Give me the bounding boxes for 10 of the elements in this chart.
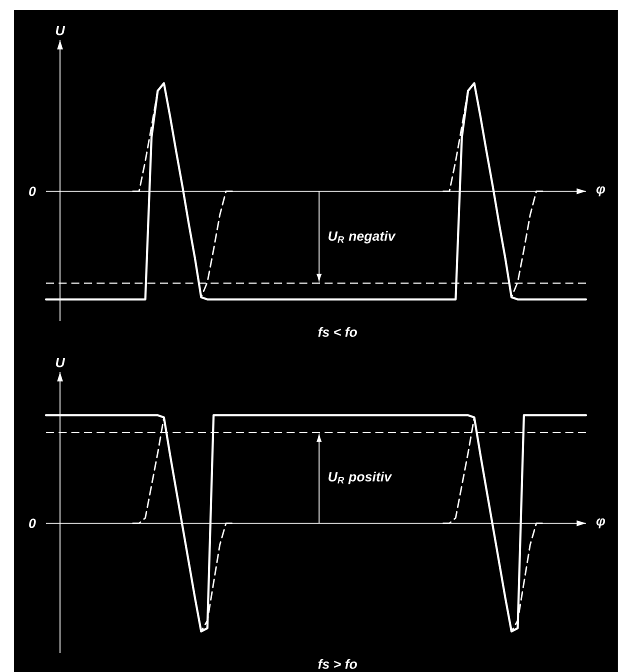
y-axis-title: U (56, 26, 66, 36)
text: fs > fo (318, 659, 357, 669)
ref-line-label: U$_{R}$ negativ (328, 231, 396, 244)
x-axis-title: φ (596, 518, 606, 528)
text: 0 (29, 518, 36, 528)
y-axis-title: U (56, 358, 66, 368)
ref-line-label: U$_{R}$ positiv (328, 472, 392, 484)
text: fs < fo (318, 327, 357, 337)
x-axis-title: φ (596, 186, 606, 196)
text: 0 (29, 186, 36, 196)
